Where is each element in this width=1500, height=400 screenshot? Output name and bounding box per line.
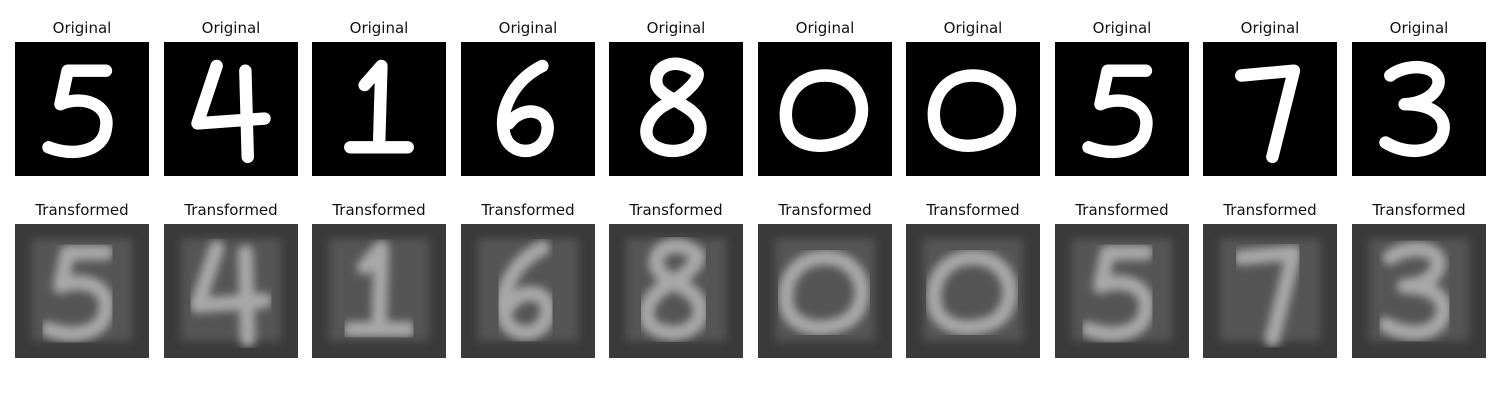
digit-stroke: [40, 245, 114, 342]
original-panel-title: Original: [1092, 19, 1152, 37]
transformed-panel-title: Transformed: [184, 201, 278, 219]
transformed-panel-3: [312, 224, 446, 358]
original-digit-image-5: [609, 42, 743, 176]
digit-stroke: [778, 249, 870, 336]
original-panel-title: Original: [646, 19, 706, 37]
original-panel-title: Original: [349, 19, 409, 37]
digit-stroke: [189, 240, 273, 347]
transformed-panel-title: Transformed: [35, 201, 129, 219]
digit-stroke: [640, 57, 707, 158]
transformed-panel-7: [906, 224, 1040, 358]
transformed-panel-9: [1203, 224, 1337, 358]
original-digit-image-3: [312, 42, 446, 176]
digit-stroke: [1377, 241, 1452, 341]
digit-stroke: [1082, 64, 1153, 159]
transformed-panel-title: Transformed: [629, 201, 723, 219]
tile-background: [164, 42, 298, 176]
original-panel-10: [1352, 42, 1486, 176]
original-digit-image-1: [15, 42, 149, 176]
original-panel-title: Original: [1240, 19, 1300, 37]
transformed-panel-title: Transformed: [926, 201, 1020, 219]
original-digit-image-10: [1352, 42, 1486, 176]
digit-stroke: [342, 240, 416, 337]
original-panel-title: Original: [795, 19, 855, 37]
original-panel-3: [312, 42, 446, 176]
digit-stroke: [1235, 64, 1301, 164]
original-digit-image-9: [1203, 42, 1337, 176]
digit-stroke: [638, 238, 708, 341]
original-panel-1: [15, 42, 149, 176]
transformed-digit-image-10: [1352, 224, 1486, 358]
original-panel-5: [609, 42, 743, 176]
original-panel-title: Original: [1389, 19, 1449, 37]
original-digit-image-8: [1055, 42, 1189, 176]
transformed-panel-2: [164, 224, 298, 358]
transformed-digit-image-5: [609, 224, 743, 358]
original-panel-7: [906, 42, 1040, 176]
digit-stroke: [927, 69, 1017, 152]
transformed-panel-5: [609, 224, 743, 358]
original-panel-9: [1203, 42, 1337, 176]
original-panel-title: Original: [498, 19, 558, 37]
transformed-panel-title: Transformed: [481, 201, 575, 219]
transformed-panel-10: [1352, 224, 1486, 358]
tile-background: [906, 42, 1040, 176]
digit-stroke: [1233, 245, 1302, 347]
digit-stroke: [344, 59, 414, 154]
digit-stroke: [191, 59, 271, 164]
original-panel-title: Original: [52, 19, 112, 37]
digit-stroke: [496, 59, 554, 158]
transformed-digit-image-3: [312, 224, 446, 358]
transformed-panel-title: Transformed: [1223, 201, 1317, 219]
transformed-panel-title: Transformed: [332, 201, 426, 219]
digit-stroke: [495, 240, 556, 341]
digit-stroke: [926, 249, 1018, 336]
original-digit-image-7: [906, 42, 1040, 176]
original-digit-image-4: [461, 42, 595, 176]
original-digit-image-6: [758, 42, 892, 176]
transformed-panel-4: [461, 224, 595, 358]
transformed-digit-image-9: [1203, 224, 1337, 358]
digit-stroke: [42, 64, 113, 159]
original-panel-4: [461, 42, 595, 176]
original-panel-8: [1055, 42, 1189, 176]
transformed-panel-title: Transformed: [1372, 201, 1466, 219]
transformed-panel-8: [1055, 224, 1189, 358]
original-digit-image-2: [164, 42, 298, 176]
transformed-digit-image-1: [15, 224, 149, 358]
tile-background: [758, 42, 892, 176]
transformed-digit-image-6: [758, 224, 892, 358]
transformed-panel-1: [15, 224, 149, 358]
digit-stroke: [1080, 245, 1154, 342]
transformed-digit-image-2: [164, 224, 298, 358]
original-panel-2: [164, 42, 298, 176]
digit-stroke: [779, 69, 869, 152]
transformed-panel-6: [758, 224, 892, 358]
transformed-digit-image-8: [1055, 224, 1189, 358]
original-panel-title: Original: [943, 19, 1003, 37]
original-panel-6: [758, 42, 892, 176]
transformed-panel-title: Transformed: [1075, 201, 1169, 219]
transformed-digit-image-4: [461, 224, 595, 358]
original-panel-title: Original: [201, 19, 261, 37]
transformed-digit-image-7: [906, 224, 1040, 358]
digit-stroke: [1379, 61, 1450, 157]
transformed-panel-title: Transformed: [778, 201, 872, 219]
